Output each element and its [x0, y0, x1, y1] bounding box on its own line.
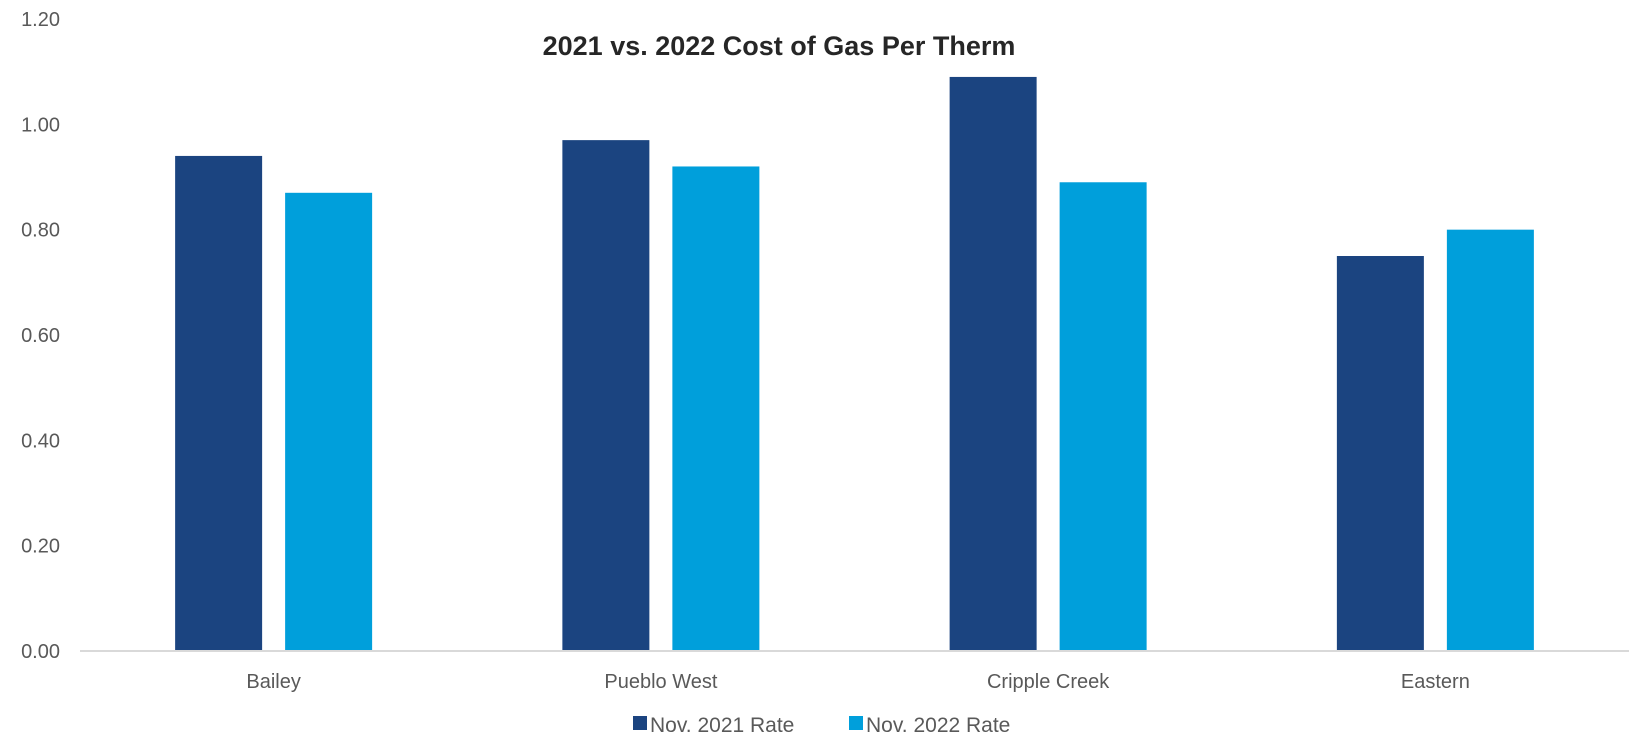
- category-label: Eastern: [1401, 671, 1470, 693]
- y-tick-label: 0.60: [21, 325, 60, 347]
- y-tick-label: 0.80: [21, 220, 60, 242]
- bar-pueblo-west-series-2: [672, 166, 760, 651]
- bar-eastern-series-2: [1446, 229, 1534, 651]
- legend-label: Nov. 2022 Rate: [866, 714, 1010, 737]
- bar-cripple-creek-series-2: [1059, 182, 1147, 651]
- legend: Nov. 2021 Rate Nov. 2022 Rate: [633, 714, 1010, 737]
- bar-cripple-creek-series-1: [949, 76, 1037, 651]
- legend-swatch: [633, 716, 647, 730]
- legend-label: Nov. 2021 Rate: [650, 714, 794, 737]
- bar-eastern-series-1: [1336, 256, 1424, 651]
- y-tick-label: 0.40: [21, 430, 60, 452]
- category-label: Bailey: [246, 671, 300, 693]
- y-tick-label: 1.20: [21, 9, 60, 31]
- bar-group: [175, 76, 1534, 652]
- x-axis-labels: Bailey Pueblo West Cripple Creek Eastern: [246, 671, 1469, 693]
- chart-title: 2021 vs. 2022 Cost of Gas Per Therm: [543, 31, 1016, 61]
- y-tick-label: 1.00: [21, 114, 60, 136]
- y-axis-ticks: 0.00 0.20 0.40 0.60 0.80 1.00 1.20: [21, 9, 60, 663]
- bar-pueblo-west-series-1: [562, 140, 650, 651]
- bar-bailey-series-2: [285, 192, 373, 652]
- category-label: Cripple Creek: [987, 671, 1110, 693]
- bar-bailey-series-1: [175, 155, 263, 651]
- y-tick-label: 0.20: [21, 536, 60, 558]
- y-tick-label: 0.00: [21, 641, 60, 663]
- legend-swatch: [849, 716, 863, 730]
- category-label: Pueblo West: [604, 671, 717, 693]
